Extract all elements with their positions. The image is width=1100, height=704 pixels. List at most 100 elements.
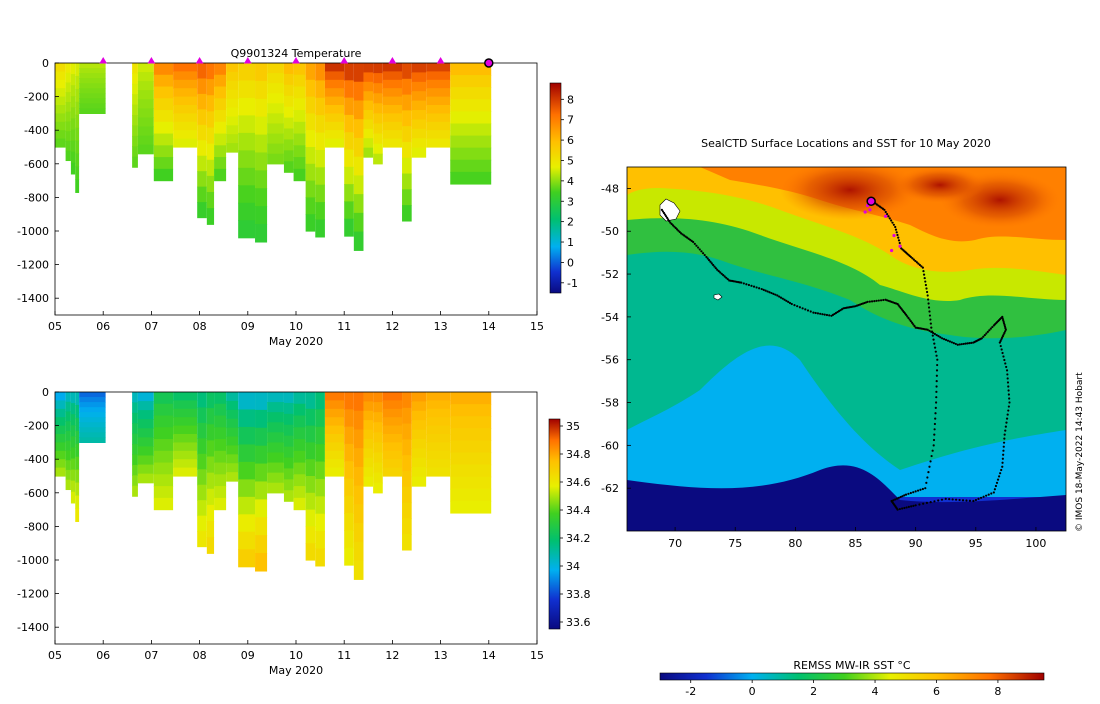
profile-cell [324, 79, 345, 89]
map-axes-box [626, 166, 1067, 532]
track-point [1005, 421, 1008, 424]
track-point [787, 300, 790, 303]
profile-column [363, 392, 374, 487]
profile-cell [315, 513, 325, 532]
profile-cell [293, 462, 306, 475]
x-tick-label: 06 [96, 649, 110, 662]
profile-cell [132, 485, 138, 497]
profile-cell [153, 74, 174, 88]
profile-cell [55, 392, 66, 401]
profile-cell [255, 224, 268, 243]
track-point [895, 231, 898, 234]
track-point [1001, 457, 1004, 460]
profile-cell [70, 140, 76, 153]
profile-cell [226, 89, 239, 100]
profile-cell [353, 175, 364, 195]
profile-cell [137, 464, 154, 475]
profile-cell [255, 535, 268, 554]
map-y-tick-label: -56 [601, 354, 619, 367]
profile-cell [226, 71, 239, 82]
profile-column [132, 63, 138, 168]
track-point [873, 299, 876, 303]
profile-column [197, 392, 207, 548]
track-point [1002, 441, 1006, 444]
profile-cell [426, 105, 451, 114]
profile-cell [267, 63, 284, 74]
profile-cell [382, 392, 403, 401]
profile-cell [137, 392, 154, 402]
temperature-surface-markers [99, 57, 494, 68]
profile-cell [402, 78, 412, 96]
profile-cell [324, 113, 345, 123]
profile-cell [373, 462, 383, 474]
profile-column [226, 63, 239, 153]
map-x-tick-label: 70 [668, 537, 682, 550]
profile-cell [65, 392, 71, 403]
track-point [964, 342, 967, 345]
profile-cell [137, 437, 154, 448]
track-point [919, 488, 922, 491]
profile-cell [382, 63, 403, 72]
profile-cell [238, 115, 256, 134]
profile-cell [426, 138, 451, 148]
profile-cell [132, 475, 138, 487]
x-tick-label: 10 [289, 649, 303, 662]
profile-cell [65, 469, 71, 481]
track-point [1006, 413, 1009, 416]
profile-cell [238, 514, 256, 533]
track-point [713, 265, 716, 268]
profile-cell [426, 425, 451, 435]
profile-cell [402, 534, 412, 551]
profile-cell [382, 130, 403, 140]
map-x-tick-label: 95 [969, 537, 983, 550]
profile-cell [226, 472, 239, 482]
profile-column [75, 392, 80, 522]
track-point [897, 496, 900, 499]
profile-column [70, 63, 76, 175]
profile-cell [238, 409, 256, 428]
track-point [1006, 377, 1009, 380]
profile-cell [324, 417, 345, 427]
x-tick-label: 14 [482, 320, 496, 333]
profile-cell [214, 450, 227, 464]
track-point [935, 380, 938, 383]
profile-cell [324, 408, 345, 418]
track-point [927, 302, 930, 305]
map-y-tick-label: -62 [601, 482, 619, 495]
profile-cell [238, 461, 256, 480]
profile-cell [353, 137, 364, 158]
profile-cell [402, 110, 412, 127]
profile-cell [324, 96, 345, 106]
profile-cell [344, 63, 354, 81]
profile-cell [402, 455, 412, 472]
surface-marker [195, 57, 204, 64]
profile-cell [450, 135, 492, 149]
profile-cell [305, 408, 316, 427]
profile-cell [214, 415, 227, 428]
profile-cell [75, 166, 80, 181]
profile-column [214, 392, 227, 511]
profile-column [353, 392, 364, 580]
profile-cell [55, 105, 66, 114]
profile-cell [197, 438, 207, 455]
profile-cell [173, 434, 198, 443]
profile-cell [55, 425, 66, 435]
profile-cell [214, 86, 227, 99]
profile-cell [173, 71, 198, 81]
profile-cell [315, 167, 325, 186]
profile-cell [283, 106, 294, 119]
profile-cell [382, 88, 403, 98]
profile-cell [173, 63, 198, 72]
profile-cell [450, 171, 492, 185]
sst-colorbar-tick-label: 4 [872, 685, 879, 698]
profile-column [132, 392, 138, 497]
profile-cell [283, 84, 294, 97]
track-point [819, 312, 822, 315]
profile-cell [70, 469, 76, 482]
track-point [942, 337, 946, 341]
profile-cell [238, 150, 256, 169]
profile-cell [382, 113, 403, 123]
track-point [667, 218, 670, 221]
profile-cell [363, 410, 374, 421]
